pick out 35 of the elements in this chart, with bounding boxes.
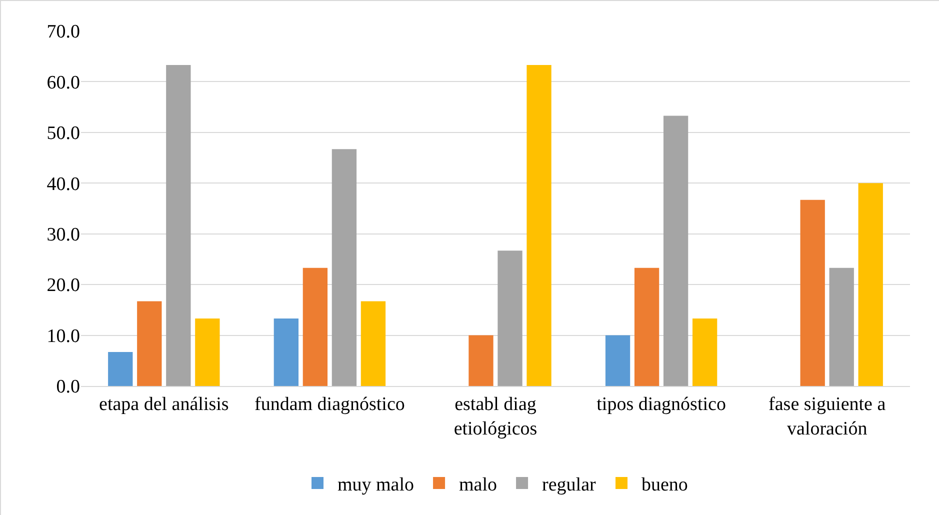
bar [634,268,660,386]
bar [829,268,854,386]
y-tick-label: 20.0 [46,275,80,296]
bar [137,301,162,386]
bar [302,268,328,386]
legend-label: malo [459,474,498,496]
bar [166,64,191,386]
bar [858,183,883,386]
bar [360,301,386,386]
bar [332,149,357,386]
bar [195,318,220,386]
bar [800,200,825,386]
legend-label: regular [542,474,597,496]
x-tick-label: fundam diagnóstico [254,394,405,415]
bar [663,116,688,386]
bar [605,335,630,386]
bar [526,64,552,386]
bar [692,318,718,386]
y-tick-label: 40.0 [46,174,80,195]
y-tick-label: 60.0 [46,72,80,94]
bar [108,352,133,386]
y-tick-label: 0.0 [56,376,80,398]
bar [468,335,494,386]
x-tick-label: tipos diagnóstico [596,394,726,415]
y-tick-label: 50.0 [46,123,80,144]
y-tick-label: 70.0 [46,22,80,43]
legend-label: muy malo [338,474,414,496]
bar [498,250,522,386]
y-tick-label: 30.0 [46,224,80,246]
bar [274,318,299,386]
x-tick-label: etapa del análisis [99,394,229,415]
y-tick-label: 10.0 [46,326,80,347]
x-tick-label: establ diag etiológicos [454,394,538,440]
x-tick-label: fase siguiente a valoración [768,394,886,440]
legend-label: bueno [642,474,688,496]
